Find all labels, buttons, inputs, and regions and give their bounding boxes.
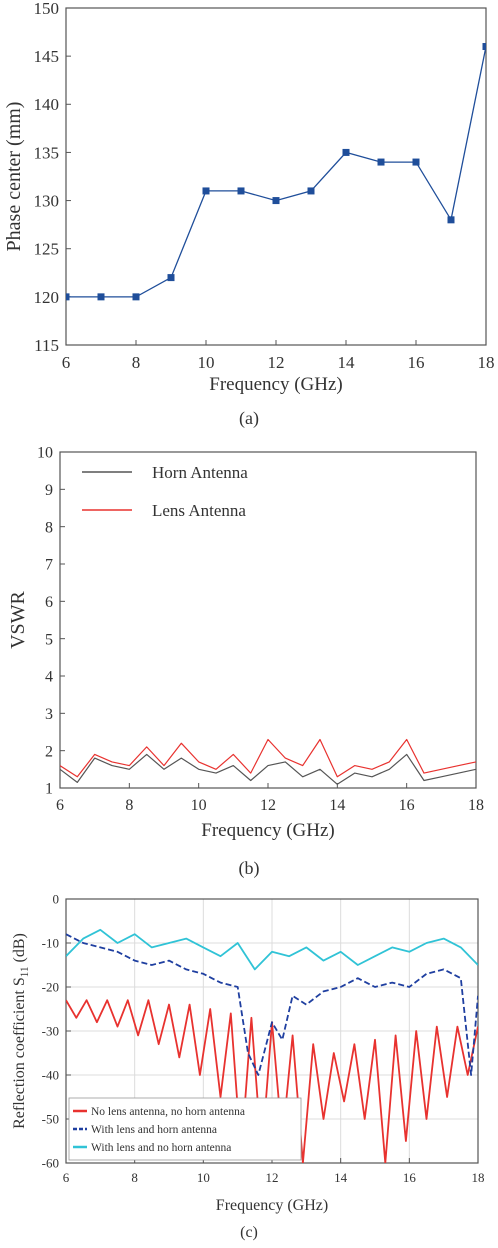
data-point — [307, 187, 315, 195]
y-tick-label: -40 — [42, 1068, 59, 1083]
y-tick-label: 130 — [34, 192, 60, 211]
y-tick-label: 115 — [34, 336, 59, 355]
legend-label: With lens and no horn antenna — [91, 1142, 231, 1154]
legend-label: With lens and horn antenna — [91, 1124, 217, 1136]
x-tick-label: 10 — [197, 1170, 210, 1185]
plot-area — [66, 928, 478, 1163]
y-axis-label: Reflection coefficient S11 (dB) — [11, 933, 31, 1129]
panel-label: (a) — [239, 408, 259, 429]
series-line-2 — [66, 933, 478, 1076]
y-axis-label-main: Reflection coefficient S — [11, 977, 28, 1129]
data-point — [167, 274, 175, 282]
y-tick-label: 150 — [34, 0, 60, 18]
data-point — [377, 158, 385, 166]
x-tick-label: 12 — [266, 1170, 279, 1185]
data-point — [482, 43, 486, 51]
y-tick-label: -30 — [42, 1024, 59, 1039]
y-tick-label: 140 — [34, 95, 60, 114]
y-tick-label: -60 — [42, 1156, 59, 1171]
data-point — [237, 187, 245, 195]
x-tick-label: 6 — [62, 353, 71, 372]
x-tick-label: 8 — [132, 353, 141, 372]
chart-panel-a: 6 8 10 12 14 16 18 115 120 125 130 135 140 145 150 Freq… — [3, 0, 495, 429]
y-tick-label: 9 — [45, 482, 53, 499]
y-tick-label: 1 — [45, 781, 53, 798]
x-tick-label: 14 — [338, 353, 356, 372]
y-axis-label-main: Phase center (mm) — [3, 102, 25, 252]
panel-label: (b) — [239, 858, 260, 879]
plot-area — [60, 738, 476, 785]
data-point — [66, 293, 70, 301]
legend-label: Lens Antenna — [152, 501, 246, 520]
data-point — [447, 216, 455, 224]
y-axis-label-main: VSWR — [7, 590, 29, 648]
y-tick-label: 6 — [45, 594, 53, 611]
x-tick-label: 14 — [329, 797, 345, 814]
x-axis-label: Frequency (GHz) — [216, 1197, 328, 1214]
x-axis-label: Frequency (GHz) — [209, 374, 342, 395]
x-tick-label: 16 — [403, 1170, 417, 1185]
x-tick-label: 16 — [399, 797, 415, 814]
x-axis-label: Frequency (GHz) — [201, 820, 334, 841]
series-line — [66, 46, 486, 298]
y-axis-label: Phase center (mm) — [3, 102, 25, 252]
y-tick-label: 7 — [45, 557, 53, 574]
y-tick-label: 135 — [34, 143, 60, 162]
panel-label: (c) — [240, 1224, 258, 1241]
y-tick-label: 125 — [34, 240, 60, 259]
series-line-1 — [60, 753, 476, 785]
x-tick-label: 6 — [63, 1170, 70, 1185]
data-point — [342, 148, 350, 156]
y-tick-label: 8 — [45, 519, 53, 536]
data-point — [132, 293, 140, 301]
plot-frame — [59, 451, 477, 789]
series-line-2 — [60, 738, 476, 778]
x-tick-label: 14 — [334, 1170, 348, 1185]
y-tick-label: 4 — [45, 669, 53, 686]
y-axis-label: VSWR — [7, 590, 29, 648]
y-tick-label: 10 — [37, 445, 53, 462]
data-point — [412, 158, 420, 166]
x-tick-label: 18 — [478, 353, 495, 372]
plot-frame — [65, 7, 487, 346]
plot-area — [66, 43, 486, 301]
y-tick-label: 145 — [34, 47, 60, 66]
x-tick-label: 10 — [198, 353, 215, 372]
chart-panel-c: 6 8 10 12 14 16 18 -60 -50 -40 -30 -20 -10 0 Frequency… — [11, 892, 485, 1241]
y-tick-label: -50 — [42, 1112, 59, 1127]
y-tick-label: 5 — [45, 631, 53, 648]
data-point — [272, 197, 280, 205]
x-tick-label: 10 — [191, 797, 207, 814]
x-tick-label: 12 — [268, 353, 285, 372]
y-tick-label: 3 — [45, 706, 53, 723]
x-tick-label: 6 — [56, 797, 64, 814]
y-axis-label-subscript: 11 — [19, 966, 31, 977]
legend-label: Horn Antenna — [152, 463, 248, 482]
y-tick-label: 120 — [34, 288, 60, 307]
x-tick-label: 12 — [260, 797, 276, 814]
series-line-3 — [66, 928, 478, 971]
y-tick-label: 2 — [45, 743, 53, 760]
y-tick-label: -20 — [42, 980, 59, 995]
legend-box — [68, 1097, 302, 1161]
x-tick-label: 18 — [468, 797, 484, 814]
x-tick-label: 8 — [131, 1170, 138, 1185]
y-tick-label: 0 — [53, 892, 60, 907]
x-tick-label: 8 — [125, 797, 133, 814]
legend-label: No lens antenna, no horn antenna — [91, 1106, 245, 1118]
data-point — [202, 187, 210, 195]
data-point — [97, 293, 105, 301]
x-tick-label: 18 — [472, 1170, 485, 1185]
y-axis-label-suffix: (dB) — [11, 933, 28, 966]
y-tick-label: -10 — [42, 936, 59, 951]
x-tick-label: 16 — [408, 353, 425, 372]
